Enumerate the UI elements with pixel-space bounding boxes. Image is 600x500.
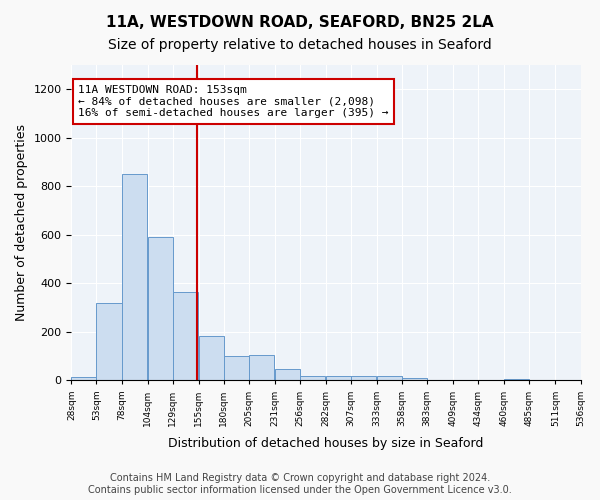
Y-axis label: Number of detached properties: Number of detached properties: [15, 124, 28, 321]
Bar: [351, 376, 376, 380]
Bar: [71, 377, 97, 380]
Bar: [173, 292, 197, 380]
Bar: [377, 376, 402, 380]
Text: 11A, WESTDOWN ROAD, SEAFORD, BN25 2LA: 11A, WESTDOWN ROAD, SEAFORD, BN25 2LA: [106, 15, 494, 30]
Text: Contains HM Land Registry data © Crown copyright and database right 2024.
Contai: Contains HM Land Registry data © Crown c…: [88, 474, 512, 495]
Bar: [199, 336, 224, 380]
Bar: [326, 376, 351, 380]
Bar: [97, 303, 122, 380]
Text: 11A WESTDOWN ROAD: 153sqm
← 84% of detached houses are smaller (2,098)
16% of se: 11A WESTDOWN ROAD: 153sqm ← 84% of detac…: [79, 85, 389, 118]
Bar: [275, 369, 300, 380]
Bar: [249, 355, 274, 380]
X-axis label: Distribution of detached houses by size in Seaford: Distribution of detached houses by size …: [168, 437, 484, 450]
Bar: [122, 174, 146, 380]
Text: Size of property relative to detached houses in Seaford: Size of property relative to detached ho…: [108, 38, 492, 52]
Bar: [300, 376, 325, 380]
Bar: [148, 238, 173, 380]
Bar: [505, 378, 529, 380]
Bar: [402, 378, 427, 380]
Bar: [224, 356, 249, 380]
